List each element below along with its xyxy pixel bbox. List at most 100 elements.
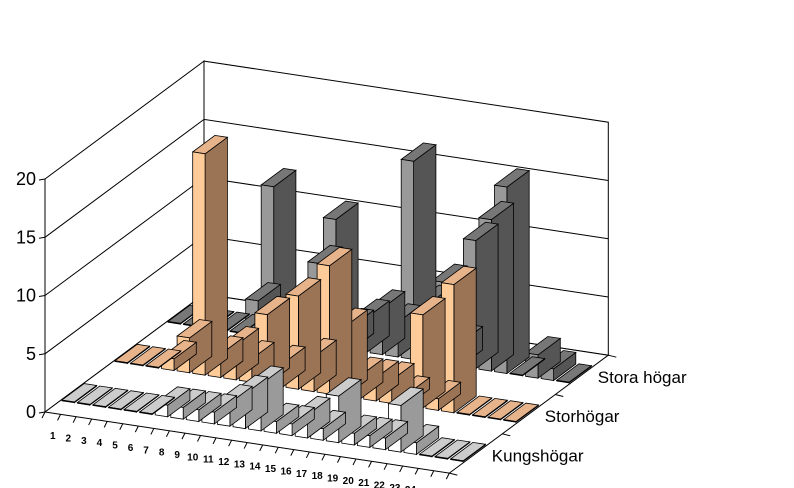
x-tick-mark (103, 421, 108, 428)
bar-front (92, 404, 106, 408)
bar (113, 343, 151, 365)
x-tick-mark (228, 439, 233, 447)
x-tick-mark (368, 461, 372, 468)
x-tick-label: 22 (374, 481, 386, 488)
x-tick-mark (72, 416, 77, 423)
z-tick-mark (38, 236, 46, 239)
x-tick-label: 2 (66, 434, 72, 445)
x-tick-mark (134, 425, 139, 433)
x-tick-mark (337, 456, 341, 463)
z-tick-mark (38, 178, 46, 181)
bar-front (61, 399, 75, 404)
x-tick-mark (41, 411, 46, 419)
bar (191, 134, 229, 376)
bar-front (145, 365, 159, 369)
bar-front (434, 456, 449, 460)
x-tick-label: 5 (112, 441, 118, 452)
bar-front (556, 379, 570, 384)
x-tick-label: 7 (143, 445, 149, 456)
z-tick-mark (38, 295, 46, 297)
x-tick-label: 20 (343, 476, 355, 487)
bar-front (77, 402, 91, 406)
x-tick-label: 10 (187, 452, 199, 463)
bar (60, 383, 98, 404)
x-tick-label: 15 (265, 464, 277, 475)
y-tick-mark (502, 433, 511, 437)
bar-front (456, 412, 470, 416)
bar (487, 400, 524, 421)
gridline (44, 118, 609, 238)
bar-front (487, 416, 502, 421)
x-tick-label: 3 (81, 436, 87, 447)
x-tick-label: 6 (128, 443, 134, 454)
x-tick-mark (119, 423, 124, 430)
z-tick-label: 5 (26, 344, 36, 364)
bar-front (130, 362, 144, 367)
x-tick-mark (399, 465, 404, 473)
y-tick-mark (555, 394, 564, 397)
x-tick-label: 16 (280, 466, 292, 477)
bar (508, 356, 546, 377)
x-tick-mark (197, 435, 201, 442)
x-tick-mark (57, 414, 61, 421)
x-tick-mark (181, 432, 186, 440)
bar (129, 346, 167, 367)
x-tick-mark (212, 437, 217, 445)
bar-front (167, 321, 181, 325)
bar-front (108, 406, 122, 411)
bar (123, 392, 160, 413)
x-tick-mark (383, 463, 388, 470)
x-tick-label: 1 (50, 431, 56, 442)
x-tick-label: 13 (234, 459, 246, 470)
bar (502, 402, 540, 423)
x-tick-mark (165, 430, 170, 438)
bar (144, 348, 182, 369)
x-tick-label: 8 (159, 448, 165, 459)
bar-front (503, 419, 517, 423)
bar (76, 385, 114, 406)
bar-front (419, 453, 433, 458)
z-tick-mark (38, 353, 46, 356)
x-tick-mark (88, 418, 93, 426)
bar (471, 397, 509, 419)
x-tick-mark (352, 458, 357, 466)
x-tick-label: 11 (203, 455, 214, 466)
series-label: Storhögar (545, 407, 620, 426)
x-tick-label: 21 (358, 478, 370, 488)
z-tick-label: 20 (16, 169, 36, 189)
bar-front (114, 360, 128, 364)
x-tick-mark (414, 468, 419, 475)
x-tick-mark (274, 447, 279, 454)
bar-front (450, 458, 464, 462)
bar-front (509, 372, 523, 377)
x-tick-label: 4 (97, 438, 103, 449)
bar (449, 441, 487, 463)
z-tick-label: 10 (16, 286, 36, 306)
x-tick-mark (259, 444, 264, 452)
bar (418, 437, 456, 458)
bar (107, 390, 145, 411)
y-tick-mark (449, 472, 458, 476)
x-tick-label: 19 (327, 473, 339, 484)
x-tick-mark (243, 442, 248, 449)
bar (91, 387, 129, 409)
chart-bars (60, 134, 593, 463)
x-tick-mark (321, 454, 326, 461)
bar (455, 395, 493, 416)
x-tick-mark (445, 472, 450, 480)
series-label: Stora högar (598, 368, 687, 387)
x-tick-label: 14 (249, 462, 261, 473)
x-tick-mark (290, 449, 295, 456)
z-tick-label: 0 (26, 402, 36, 422)
bar (434, 439, 471, 460)
bar (555, 363, 593, 384)
bar (176, 319, 213, 374)
bar-front (123, 409, 138, 413)
x-tick-mark (305, 451, 310, 459)
x-tick-label: 12 (218, 457, 230, 468)
x-tick-label: 23 (389, 483, 401, 488)
z-tick-mark (38, 411, 46, 414)
bar-front (192, 151, 206, 376)
